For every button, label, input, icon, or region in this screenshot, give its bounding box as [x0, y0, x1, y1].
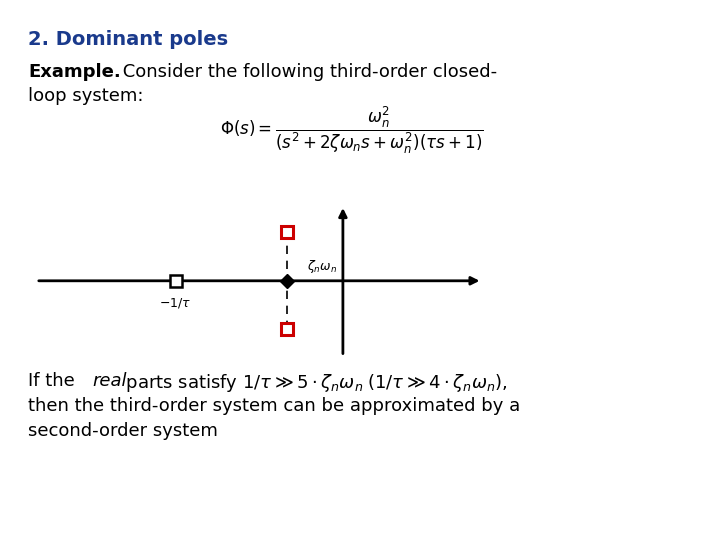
Text: second-order system: second-order system — [28, 422, 218, 440]
Text: real: real — [92, 372, 127, 390]
Text: $\zeta_n\omega_n$: $\zeta_n\omega_n$ — [307, 258, 337, 275]
Text: $\Phi(s) = \dfrac{\omega_n^2}{(s^2 + 2\zeta\omega_n s + \omega_n^2)(\tau s + 1)}: $\Phi(s) = \dfrac{\omega_n^2}{(s^2 + 2\z… — [220, 105, 484, 157]
Text: Consider the following third-order closed-: Consider the following third-order close… — [117, 63, 497, 81]
Text: Example.: Example. — [28, 63, 121, 81]
Text: $-1/\tau$: $-1/\tau$ — [159, 296, 192, 310]
Text: parts satisfy $1/\tau \gg 5\cdot\zeta_n\omega_n\;(1/\tau \gg 4\cdot\zeta_n\omega: parts satisfy $1/\tau \gg 5\cdot\zeta_n\… — [120, 372, 508, 394]
Text: If the: If the — [28, 372, 81, 390]
Text: then the third-order system can be approximated by a: then the third-order system can be appro… — [28, 397, 521, 415]
Text: loop system:: loop system: — [28, 87, 143, 105]
Text: 2. Dominant poles: 2. Dominant poles — [28, 30, 228, 49]
